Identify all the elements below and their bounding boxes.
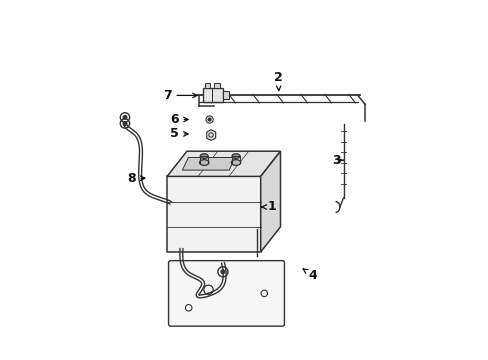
Ellipse shape <box>232 154 240 158</box>
FancyBboxPatch shape <box>204 83 210 88</box>
FancyBboxPatch shape <box>203 88 223 102</box>
Polygon shape <box>182 158 235 170</box>
Polygon shape <box>260 151 280 252</box>
Polygon shape <box>167 151 280 176</box>
Text: 3: 3 <box>331 154 343 167</box>
Text: 5: 5 <box>169 127 188 140</box>
Text: 1: 1 <box>261 201 275 213</box>
Ellipse shape <box>199 160 208 165</box>
Ellipse shape <box>200 154 208 158</box>
Polygon shape <box>167 176 260 252</box>
Text: 2: 2 <box>274 71 283 90</box>
Text: 8: 8 <box>126 172 144 185</box>
Text: 7: 7 <box>163 89 197 102</box>
Circle shape <box>221 270 224 274</box>
Circle shape <box>208 118 211 121</box>
Polygon shape <box>206 130 215 140</box>
Circle shape <box>123 116 126 119</box>
FancyBboxPatch shape <box>214 83 220 88</box>
Text: 4: 4 <box>303 269 317 282</box>
Circle shape <box>123 122 126 125</box>
Text: 6: 6 <box>170 113 188 126</box>
FancyBboxPatch shape <box>168 261 284 326</box>
FancyBboxPatch shape <box>223 91 229 99</box>
Ellipse shape <box>231 160 240 165</box>
